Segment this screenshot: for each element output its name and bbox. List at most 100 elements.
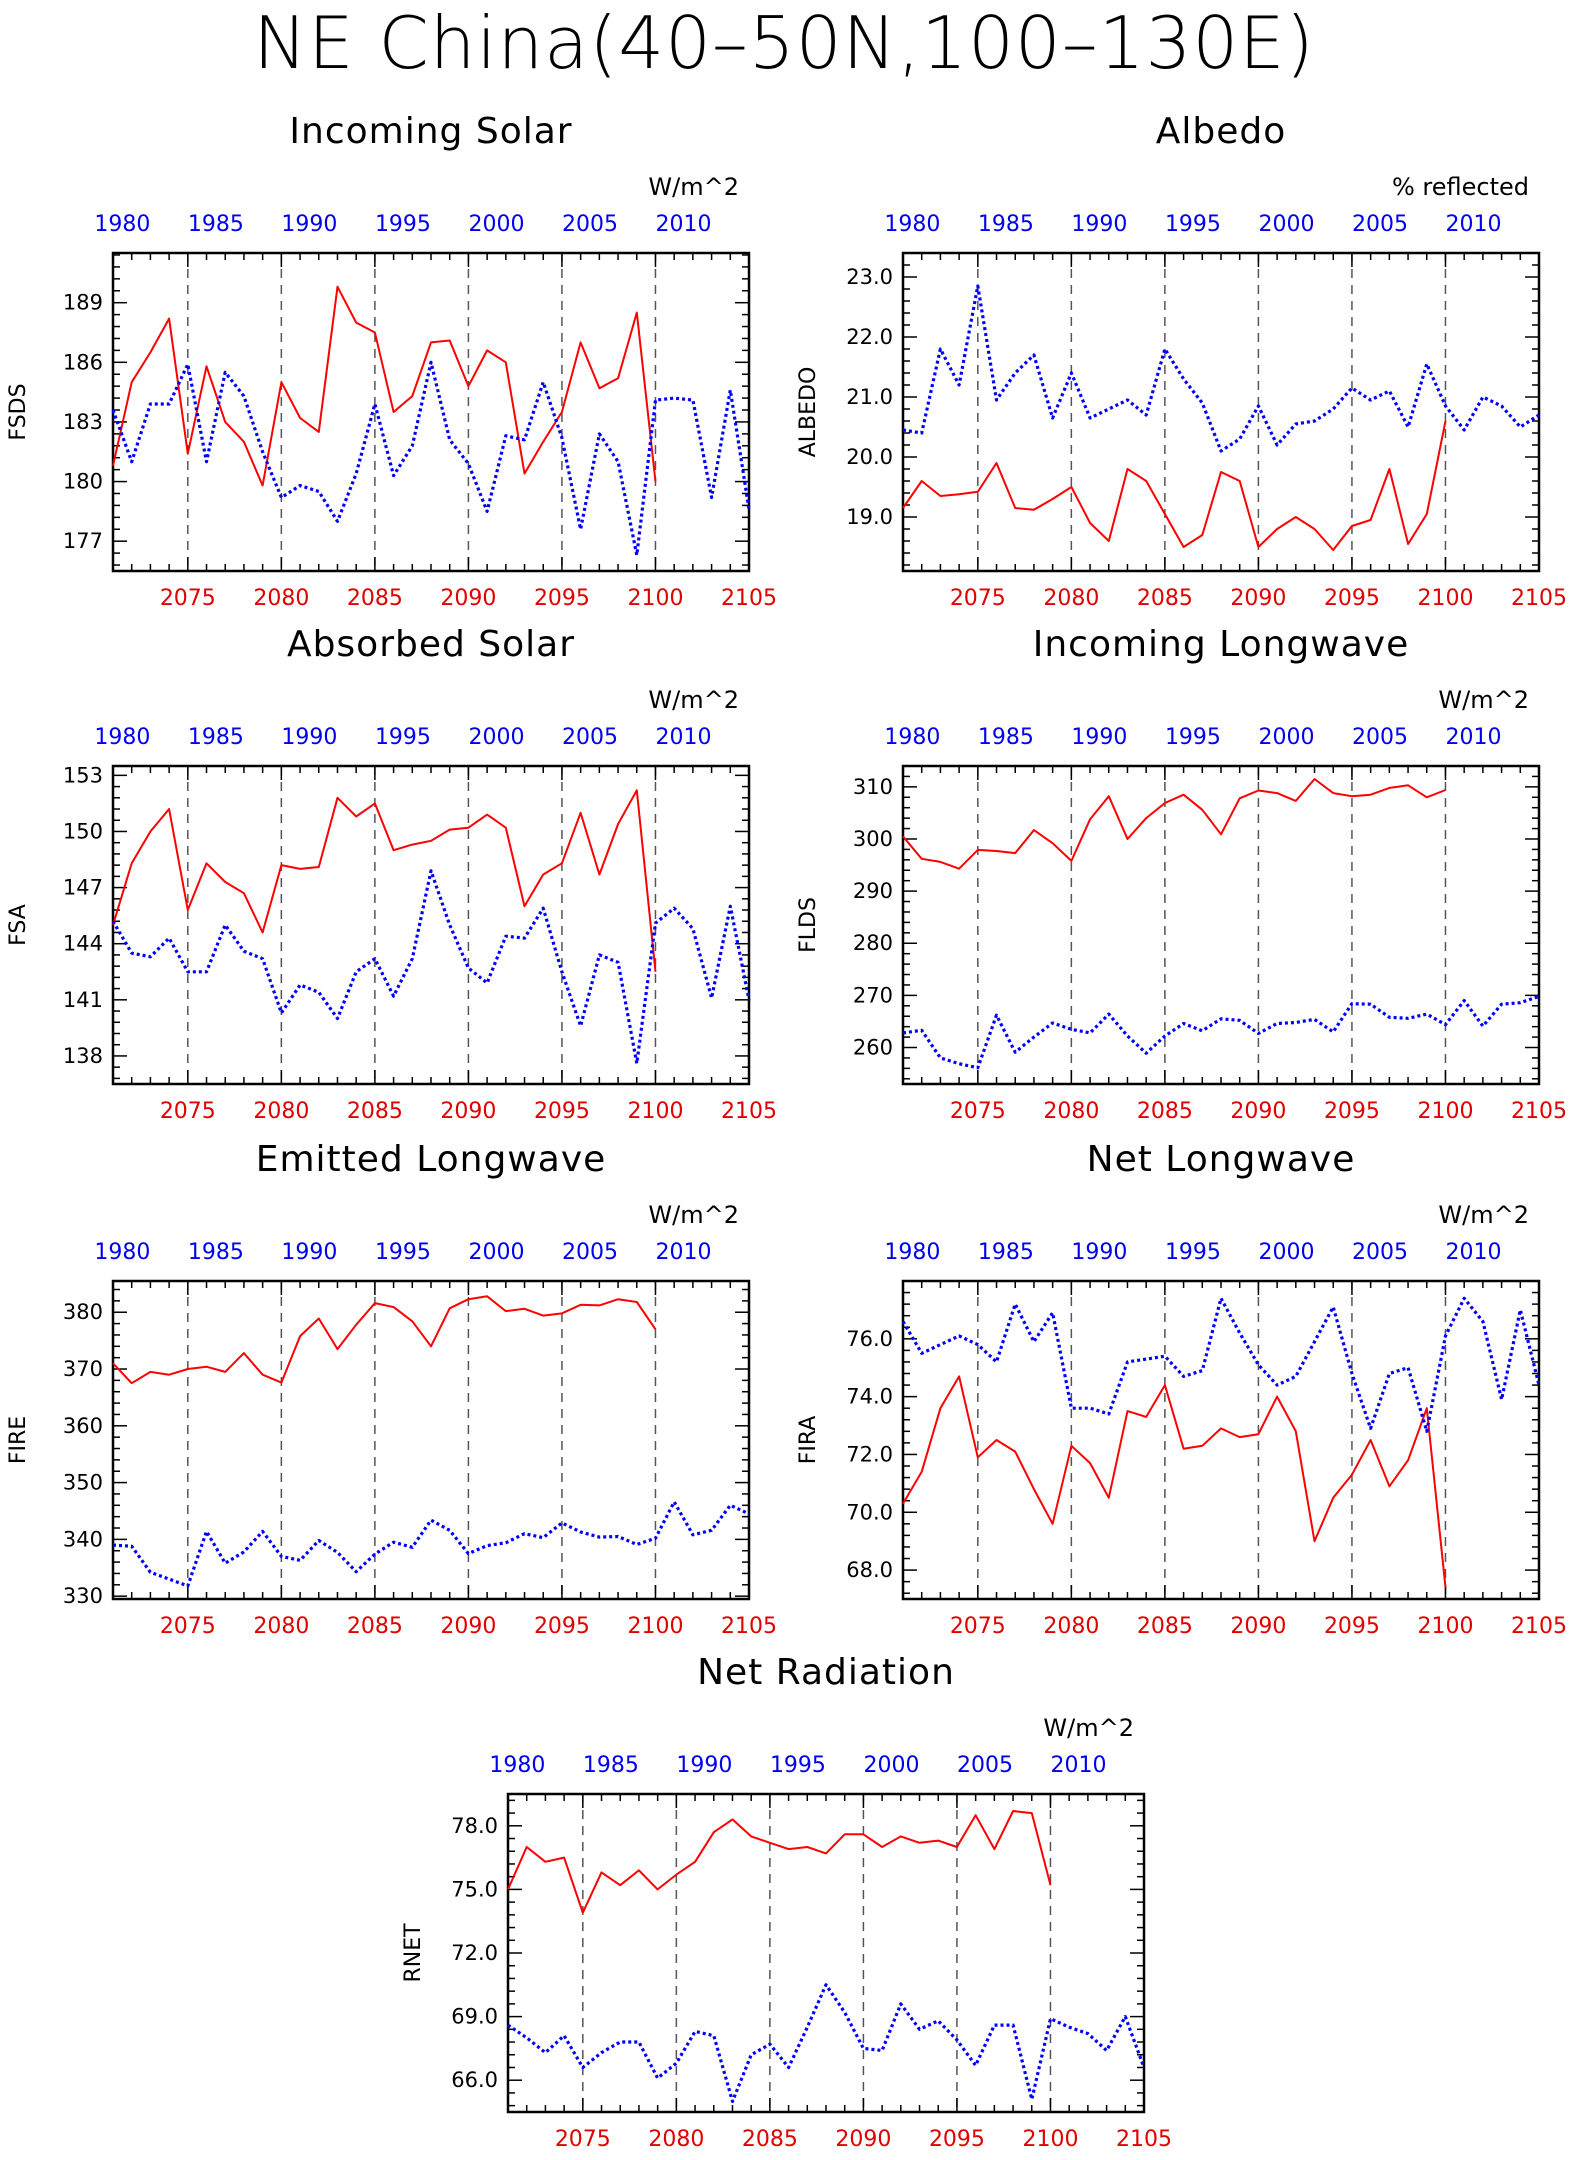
y-tick-label: 300 (853, 827, 893, 851)
x-tick-label-bottom: 2100 (1022, 2127, 1078, 2152)
plot-frame (901, 251, 1541, 573)
x-tick-label-top: 1995 (375, 725, 431, 750)
plot-frame (111, 764, 751, 1086)
x-tick-label-bottom: 2105 (1511, 586, 1567, 611)
y-tick-label: 360 (63, 1414, 103, 1438)
y-axis-label: RNET (401, 1923, 426, 1983)
series-line-blue (901, 1296, 1541, 1433)
y-axis-label: ALBEDO (796, 367, 821, 458)
panel-rnet: Net Radiation W/m^2 2075 2080 2085 2090 2095 21… (401, 1652, 1172, 2152)
series-line-red (902, 420, 1447, 551)
x-tick-label-bottom: 2090 (440, 586, 496, 611)
panel-title: Absorbed Solar (287, 624, 575, 665)
x-tick-label-top: 2010 (1051, 1753, 1107, 1778)
x-tick-label-bottom: 2085 (347, 1099, 403, 1124)
x-tick-label-bottom: 2075 (555, 2127, 611, 2152)
y-tick-label: 290 (853, 879, 893, 903)
x-tick-label-top: 1990 (676, 1753, 732, 1778)
x-tick-label-bottom: 2090 (1230, 586, 1286, 611)
x-tick-label-bottom: 2100 (627, 586, 683, 611)
x-tick-label-bottom: 2085 (1137, 1614, 1193, 1639)
x-tick-label-top: 2000 (468, 212, 524, 237)
x-tick-label-top: 1980 (489, 1753, 545, 1778)
y-tick-label: 68.0 (846, 1558, 893, 1582)
x-tick-label-bottom: 2080 (1043, 586, 1099, 611)
x-tick-label-top: 2000 (1258, 1240, 1314, 1265)
y-tick-label: 23.0 (846, 265, 893, 289)
x-tick-label-bottom: 2075 (160, 586, 216, 611)
units-label: W/m^2 (1043, 1714, 1134, 1742)
panel-fira: Net Longwave W/m^2 2075 2080 2085 2090 2095 210… (796, 1139, 1567, 1639)
plot-frame (506, 1792, 1146, 2114)
x-tick-label-bottom: 2080 (1043, 1099, 1099, 1124)
x-tick-label-top: 1985 (188, 212, 244, 237)
x-tick-label-bottom: 2105 (1511, 1099, 1567, 1124)
x-tick-label-bottom: 2075 (160, 1614, 216, 1639)
x-tick-label-bottom: 2105 (721, 1099, 777, 1124)
series-line-red (112, 1295, 657, 1385)
x-tick-label-top: 1985 (583, 1753, 639, 1778)
x-tick-label-top: 1980 (94, 725, 150, 750)
series-line-red (112, 789, 657, 972)
x-tick-label-bottom: 2095 (1324, 1099, 1380, 1124)
panel-fire: Emitted Longwave W/m^2 2075 2080 2085 2090 209… (6, 1139, 777, 1639)
y-tick-label: 260 (853, 1036, 893, 1060)
x-tick-label-top: 1990 (281, 212, 337, 237)
x-tick-label-top: 2010 (1446, 212, 1502, 237)
x-tick-label-top: 1995 (1165, 1240, 1221, 1265)
x-tick-label-top: 1990 (1071, 725, 1127, 750)
y-tick-label: 340 (63, 1527, 103, 1551)
y-tick-label: 75.0 (451, 1877, 498, 1901)
y-tick-label: 270 (853, 983, 893, 1007)
y-tick-label: 69.0 (451, 2005, 498, 2029)
series-line-blue (112, 1500, 750, 1588)
series-line-blue (902, 994, 1540, 1070)
units-label: W/m^2 (648, 686, 739, 714)
y-tick-label: 189 (63, 291, 103, 315)
x-tick-label-top: 2000 (468, 1240, 524, 1265)
series-line-blue (507, 1983, 1146, 2103)
x-tick-label-top: 2000 (1258, 212, 1314, 237)
x-tick-label-bottom: 2080 (253, 586, 309, 611)
y-tick-label: 141 (63, 988, 103, 1012)
x-tick-label-bottom: 2075 (160, 1099, 216, 1124)
x-tick-label-bottom: 2080 (1043, 1614, 1099, 1639)
series-line-blue (902, 284, 1540, 453)
y-axis-label: FIRA (796, 1416, 821, 1465)
x-tick-label-bottom: 2090 (440, 1099, 496, 1124)
x-tick-label-top: 2000 (1258, 725, 1314, 750)
y-tick-label: 138 (63, 1044, 103, 1068)
panel-title: Net Longwave (1087, 1139, 1356, 1180)
y-tick-label: 330 (63, 1584, 103, 1608)
y-axis-label: FIRE (6, 1416, 31, 1464)
y-tick-label: 66.0 (451, 2068, 498, 2092)
x-tick-label-top: 2010 (1446, 725, 1502, 750)
x-tick-label-top: 2005 (562, 1240, 618, 1265)
x-tick-label-bottom: 2105 (1511, 1614, 1567, 1639)
panel-title: Incoming Longwave (1033, 624, 1410, 665)
x-tick-label-bottom: 2100 (627, 1099, 683, 1124)
units-label: W/m^2 (1438, 686, 1529, 714)
series-line-red (902, 1375, 1447, 1588)
x-tick-label-bottom: 2075 (950, 586, 1006, 611)
x-tick-label-bottom: 2090 (835, 2127, 891, 2152)
x-tick-label-top: 2005 (562, 725, 618, 750)
y-tick-label: 370 (63, 1357, 103, 1381)
x-tick-label-bottom: 2090 (1230, 1614, 1286, 1639)
x-tick-label-top: 1990 (281, 725, 337, 750)
x-tick-label-bottom: 2085 (1137, 586, 1193, 611)
y-tick-label: 183 (63, 410, 103, 434)
x-tick-label-top: 1980 (884, 1240, 940, 1265)
panel-fsds: Incoming Solar W/m^2 2075 2080 2085 2090 2095 2… (6, 111, 777, 611)
y-tick-label: 380 (63, 1300, 103, 1324)
x-tick-label-top: 1985 (978, 1240, 1034, 1265)
units-label: W/m^2 (1438, 1201, 1529, 1229)
x-tick-label-bottom: 2085 (742, 2127, 798, 2152)
y-tick-label: 177 (63, 529, 103, 553)
x-tick-label-bottom: 2085 (1137, 1099, 1193, 1124)
x-tick-label-bottom: 2075 (950, 1614, 1006, 1639)
y-tick-label: 20.0 (846, 445, 893, 469)
series-line-blue (111, 869, 751, 1066)
y-axis-label: FSDS (6, 383, 31, 440)
